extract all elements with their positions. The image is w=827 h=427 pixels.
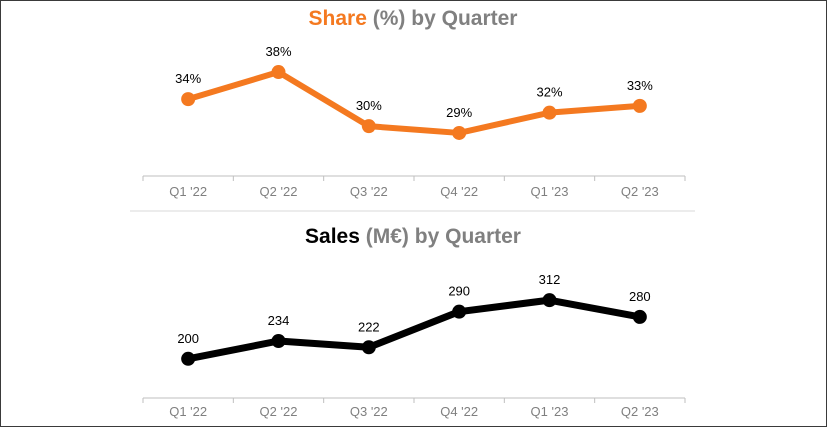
sales-title-main: Sales <box>305 225 360 248</box>
sales-data-point <box>181 351 196 366</box>
sales-data-point <box>542 293 557 308</box>
share-data-point <box>632 98 647 113</box>
sales-tick-label: Q4 '22 <box>440 404 478 419</box>
sales-data-point <box>271 334 286 348</box>
share-data-label: 38% <box>265 44 291 59</box>
sales-data-label: 234 <box>268 313 290 328</box>
share-data-point <box>271 65 286 80</box>
share-chart-title: Share (%) by Quarter <box>309 7 518 30</box>
share-data-point <box>361 119 376 134</box>
sales-title-unit: (M€) <box>366 225 409 248</box>
share-tick-label: Q1 '23 <box>531 184 569 199</box>
share-data-label: 30% <box>356 98 382 113</box>
share-tick-label: Q3 '22 <box>350 184 388 199</box>
sales-tick-label: Q2 '22 <box>260 404 298 419</box>
share-data-point <box>542 105 557 120</box>
share-series-line <box>185 69 643 136</box>
sales-tick-label: Q2 '23 <box>621 404 659 419</box>
sales-chart-title: Sales (M€) by Quarter <box>305 225 521 248</box>
sales-chart: Q1 '22 Q2 '22 Q3 '22 Q4 '22 Q1 '23 Q2 '23 200 2… <box>142 272 686 419</box>
share-data-label: 33% <box>627 78 653 93</box>
share-tick-label: Q1 '22 <box>169 184 207 199</box>
sales-tick-label: Q1 '22 <box>169 404 207 419</box>
sales-title-rest: by Quarter <box>415 225 521 248</box>
share-data-label: 32% <box>536 85 562 100</box>
sales-data-point <box>361 340 376 355</box>
share-data-label: 29% <box>446 105 472 120</box>
sales-data-label: 280 <box>629 289 651 304</box>
share-tick-label: Q4 '22 <box>440 184 478 199</box>
share-title-unit: (%) <box>373 7 406 30</box>
share-title-main: Share <box>309 7 367 30</box>
share-chart: Q1 '22 Q2 '22 Q3 '22 Q4 '22 Q1 '23 Q2 '23 34% 3… <box>142 44 686 199</box>
share-title-rest: by Quarter <box>411 7 517 30</box>
sales-data-label: 200 <box>177 331 199 346</box>
sales-series-line <box>184 296 644 363</box>
sales-data-point <box>452 304 467 319</box>
sales-tick-label: Q3 '22 <box>350 404 388 419</box>
sales-data-label: 222 <box>358 319 380 334</box>
sales-data-point <box>632 309 647 324</box>
share-data-label: 34% <box>175 71 201 86</box>
share-tick-label: Q2 '22 <box>260 184 298 199</box>
sales-data-label: 290 <box>448 284 470 299</box>
sales-tick-label: Q1 '23 <box>531 404 569 419</box>
share-data-point <box>452 125 467 140</box>
share-tick-label: Q2 '23 <box>621 184 659 199</box>
sales-data-label: 312 <box>539 272 561 287</box>
share-data-point <box>181 92 196 107</box>
